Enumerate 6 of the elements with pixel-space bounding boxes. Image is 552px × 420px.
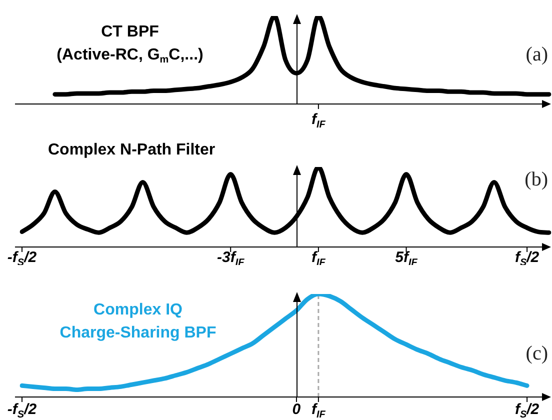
text: Complex IQ Charge-Sharing BPF	[60, 301, 216, 342]
chart-title: Complex N-Path Filter	[48, 141, 216, 158]
annotation: (c)	[526, 342, 548, 364]
x-tick-label: 0	[292, 401, 302, 418]
annotation: (a)	[526, 43, 548, 66]
annotation: (b)	[524, 168, 548, 190]
